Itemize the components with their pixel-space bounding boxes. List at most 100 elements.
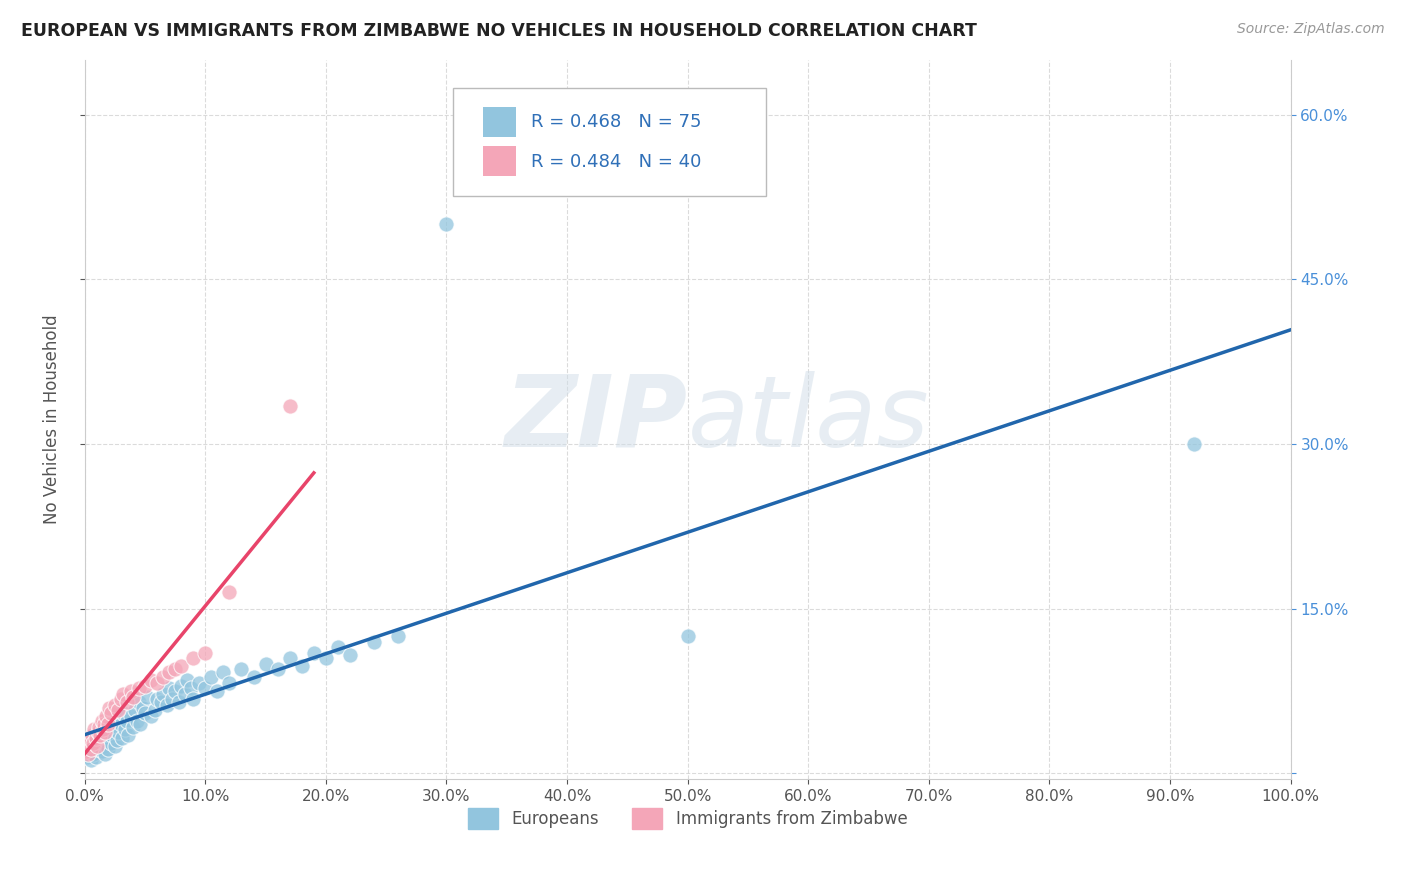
Point [136,690,159,704]
Point [97,700,120,714]
Bar [482,146,516,176]
Point [104,739,127,753]
Point [115,714,138,728]
Point [86,742,108,756]
Point [173,687,195,701]
Point [363,634,385,648]
Point [114,723,136,737]
Point [125,714,148,728]
Point [120,684,142,698]
Point [128,695,150,709]
Point [75,744,97,758]
Point [149,695,172,709]
Point [79,742,101,756]
Point [128,681,150,695]
Point [152,687,174,701]
Point [181,651,204,665]
Point [242,670,264,684]
Point [97,742,120,756]
Point [254,657,277,671]
Point [165,684,187,698]
Point [1182,437,1205,451]
Point [96,733,118,747]
Point [96,709,118,723]
Point [75,744,97,758]
Point [105,720,128,734]
Point [82,736,104,750]
Point [80,742,103,756]
Point [80,739,103,753]
Point [152,670,174,684]
Point [112,687,135,701]
Point [266,662,288,676]
Point [157,681,180,695]
Point [104,698,127,713]
Point [122,690,145,704]
Point [80,728,103,742]
Point [90,714,112,728]
Point [94,747,117,761]
Point [146,676,169,690]
Point [200,670,222,684]
Point [131,700,153,714]
Point [76,739,98,753]
Point [107,703,129,717]
FancyBboxPatch shape [453,88,766,196]
Point [129,717,152,731]
Legend: Europeans, Immigrants from Zimbabwe: Europeans, Immigrants from Zimbabwe [461,802,914,835]
Point [315,651,337,665]
Point [94,724,117,739]
Point [80,753,103,767]
Y-axis label: No Vehicles in Household: No Vehicles in Household [44,315,60,524]
Point [176,673,198,687]
Point [676,629,699,643]
Point [156,698,179,713]
Point [83,733,105,747]
Point [110,691,132,706]
Point [79,733,101,747]
Point [170,658,193,673]
Point [100,736,122,750]
Point [436,217,458,231]
Point [180,681,202,695]
Text: atlas: atlas [688,371,929,467]
Text: R = 0.468   N = 75: R = 0.468 N = 75 [531,113,702,131]
Text: ZIP: ZIP [505,371,688,467]
Point [91,723,114,737]
Point [100,706,122,720]
Point [115,695,138,709]
Point [87,724,110,739]
Point [83,723,105,737]
Point [97,717,120,731]
Point [387,629,409,643]
Point [124,703,146,717]
Point [134,679,156,693]
Point [89,720,111,734]
Point [143,703,166,717]
Point [218,585,240,599]
Point [326,640,349,654]
Point [84,750,107,764]
Point [181,691,204,706]
Point [165,662,187,676]
Point [167,695,190,709]
Text: Source: ZipAtlas.com: Source: ZipAtlas.com [1237,22,1385,37]
Point [84,731,107,746]
Text: EUROPEAN VS IMMIGRANTS FROM ZIMBABWE NO VEHICLES IN HOUSEHOLD CORRELATION CHART: EUROPEAN VS IMMIGRANTS FROM ZIMBABWE NO … [21,22,977,40]
Point [207,684,229,698]
Point [146,691,169,706]
Point [170,679,193,693]
Point [134,706,156,720]
Point [90,744,112,758]
Point [139,709,162,723]
Point [91,728,114,742]
Point [93,717,115,731]
Point [188,676,211,690]
Point [117,728,139,742]
Point [101,728,124,742]
Bar [482,107,516,137]
Point [139,673,162,687]
Point [111,731,134,746]
Point [120,709,142,723]
Point [212,665,235,680]
